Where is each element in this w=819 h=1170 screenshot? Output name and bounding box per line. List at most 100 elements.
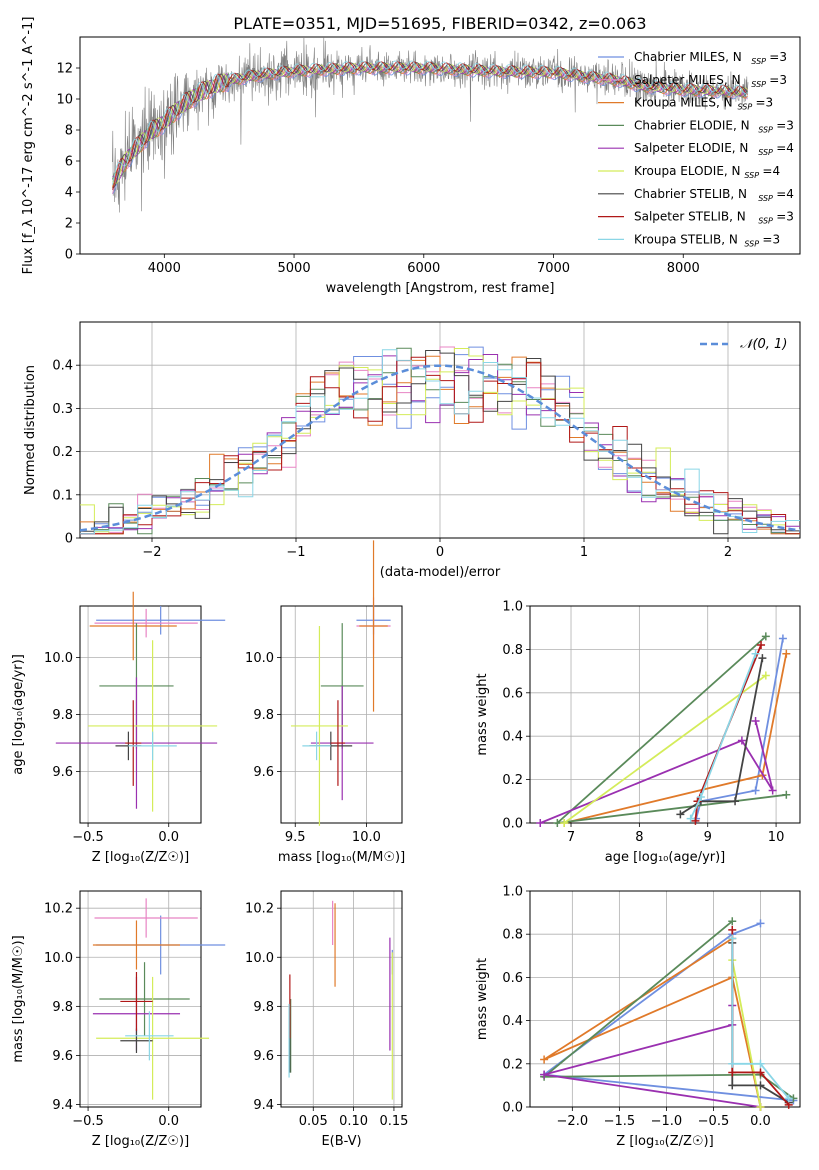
weight-point-marker (728, 934, 737, 943)
weight-point-marker (751, 786, 760, 795)
y-axis-label: mass [log₁₀(M/M☉)] (11, 935, 26, 1062)
legend-value: =3 (769, 73, 787, 87)
weight-series-line (695, 638, 784, 819)
x-axis-label: Z [log₁₀(Z/Z☉)] (92, 1134, 189, 1149)
weight-point-marker (756, 919, 765, 928)
weight-point-marker (782, 649, 791, 658)
y-tick-label: 9.8 (253, 708, 274, 723)
weight-series-line (541, 922, 794, 1102)
y-tick-label: 2 (65, 217, 73, 232)
model-spectrum-line (112, 63, 748, 181)
y-tick-label: 0.0 (502, 817, 523, 832)
x-tick-label: −0.5 (698, 1114, 730, 1129)
x-tick-label: 9 (704, 830, 712, 845)
x-tick-label: 7000 (537, 261, 570, 276)
x-tick-label: 0.15 (379, 1114, 408, 1129)
weight-point-marker (696, 792, 705, 801)
y-tick-label: 1.0 (502, 600, 523, 615)
weight-series-line (541, 920, 794, 1100)
y-tick-label: 10.0 (245, 651, 274, 666)
y-tick-label: 10.0 (44, 651, 73, 666)
mass-vs-metallicity-panel: −0.5 0.0 9.4 9.6 9.8 10.0 10.2 Z [log₁₀(Z/Z☉)] m… (11, 890, 226, 1149)
weight-point-marker (756, 1103, 765, 1111)
legend-label: Salpeter MILES, N (634, 73, 741, 87)
axes-frame (280, 890, 403, 1108)
y-tick-label: 0.4 (502, 1014, 523, 1029)
legend-subscript: SSP (758, 125, 773, 134)
weight-series-line (731, 959, 762, 1108)
y-tick-label: 1.0 (502, 885, 523, 900)
x-tick-label: −0.5 (72, 830, 104, 845)
weight-series-line (563, 674, 767, 824)
legend-value: =3 (762, 232, 780, 246)
y-axis-label: Flux [f_λ 10^-17 erg cm^-2 s^-1 A^-1] (21, 17, 36, 275)
axes-frame (79, 605, 202, 824)
x-tick-label: 10 (768, 830, 785, 845)
weight-point-marker (737, 736, 746, 745)
y-tick-label: 9.8 (253, 1000, 274, 1015)
x-tick-label: −1.5 (604, 1114, 636, 1129)
axes-frame (280, 605, 403, 824)
y-axis-label: mass weight (475, 673, 490, 755)
weight-point-marker (757, 641, 766, 650)
x-tick-label: 10.0 (352, 830, 381, 845)
weight-point-marker (756, 1068, 765, 1077)
y-tick-label: 9.4 (52, 1098, 73, 1113)
x-tick-label: −0.5 (72, 1114, 104, 1129)
y-tick-label: 0.3 (52, 402, 73, 417)
y-tick-label: 10.0 (245, 951, 274, 966)
residual-histogram (80, 350, 800, 535)
weight-series-line (694, 644, 762, 821)
legend-label: Chabrier MILES, N (634, 50, 742, 64)
x-tick-label: 0.05 (299, 1114, 328, 1129)
x-tick-label: 2 (724, 545, 732, 560)
legend-label: Kroupa MILES, N (634, 96, 733, 110)
y-axis-label: Normed distribution (23, 365, 38, 495)
x-tick-label: 0.10 (339, 1114, 368, 1129)
y-axis-label: age [log₁₀(age/yr)] (11, 654, 26, 775)
legend-label: Kroupa ELODIE, N (634, 164, 741, 178)
weight-point-marker (728, 1068, 737, 1077)
y-tick-label: 10.2 (245, 902, 274, 917)
y-tick-label: 12 (56, 62, 73, 77)
legend-label: Salpeter ELODIE, N (634, 141, 748, 155)
x-axis-label: mass [log₁₀(M/M☉)] (278, 850, 405, 865)
weight-point-marker (676, 810, 685, 819)
legend-value: =3 (756, 96, 774, 110)
y-tick-label: 6 (65, 155, 73, 170)
y-tick-label: 10 (56, 93, 73, 108)
x-tick-label: 6000 (407, 261, 440, 276)
x-tick-label: −1 (286, 545, 305, 560)
x-axis-label: (data-model)/error (380, 565, 501, 580)
y-tick-label: 0.6 (502, 971, 523, 986)
weight-point-marker (686, 814, 695, 823)
weight-point-marker (553, 819, 562, 827)
residuals-plot-area (80, 346, 800, 535)
y-tick-label: 9.6 (52, 1049, 73, 1064)
x-tick-label: −2.0 (557, 1114, 589, 1129)
x-tick-label: 4000 (148, 261, 181, 276)
weight-point-marker (784, 1094, 793, 1103)
legend-label: Kroupa STELIB, N (634, 232, 738, 246)
spectrum-plot-area (111, 37, 749, 213)
y-tick-label: 9.4 (253, 1098, 274, 1113)
weight-point-marker (756, 1081, 765, 1090)
weight-point-marker (782, 790, 791, 799)
legend-value: =4 (776, 187, 794, 201)
x-tick-label: 1 (580, 545, 588, 560)
weight-series-line (543, 937, 762, 1108)
figure-title: PLATE=0351, MJD=51695, FIBERID=0342, z=0… (233, 14, 646, 33)
x-tick-label: 0.0 (158, 830, 179, 845)
y-tick-label: 0.0 (502, 1101, 523, 1116)
x-tick-label: −1.0 (651, 1114, 683, 1129)
age-vs-mass-panel: 9.5 10.0 9.6 9.8 10.0 mass [log₁₀(M/M☉)] (245, 540, 405, 865)
weight-point-marker (540, 1055, 549, 1064)
mass-vs-ebv-panel: 0.05 0.10 0.15 9.4 9.6 9.8 10.0 10.2 E(B-V) (245, 890, 408, 1149)
weight-point-marker (540, 1070, 549, 1079)
legend-subscript: SSP (744, 239, 759, 248)
weight-point-marker (761, 671, 770, 680)
weight-point-marker (756, 1059, 765, 1068)
legend-value: =3 (776, 210, 794, 224)
weight-point-marker (560, 819, 569, 827)
